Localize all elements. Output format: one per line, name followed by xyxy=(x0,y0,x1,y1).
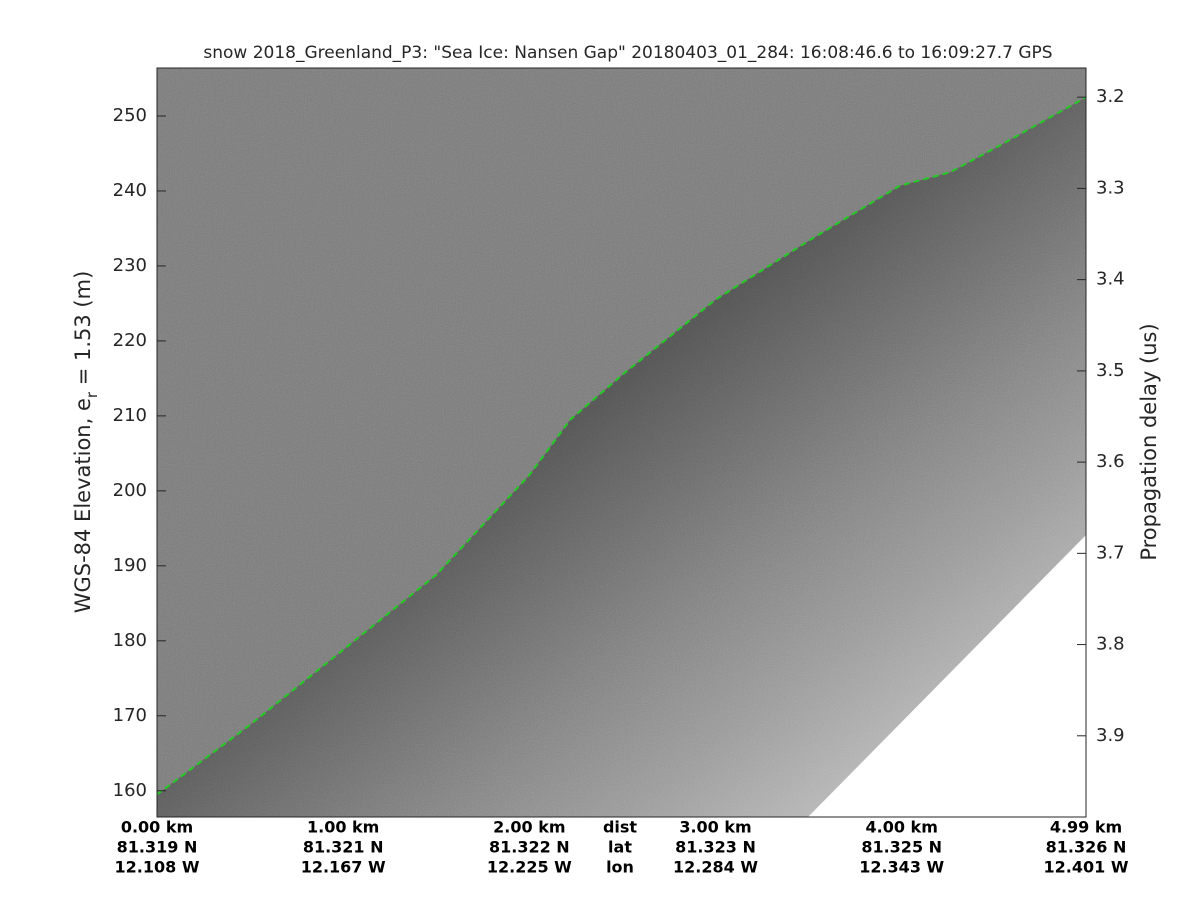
row-label: lon xyxy=(606,858,634,877)
y-tick-label: 170 xyxy=(113,705,147,726)
y2-tick-label: 3.5 xyxy=(1096,360,1125,381)
y2-tick-label: 3.7 xyxy=(1096,542,1125,563)
row-label: lat xyxy=(608,838,632,857)
y-tick-label: 160 xyxy=(113,780,147,801)
x-tick-label: 2.00 km xyxy=(493,818,565,837)
y-tick-label: 200 xyxy=(113,480,147,501)
x-tick-lat: 81.323 N xyxy=(675,838,756,857)
y-tick-label: 230 xyxy=(113,255,147,276)
x-tick-label: 4.99 km xyxy=(1050,818,1122,837)
x-tick-lat: 81.319 N xyxy=(117,838,198,857)
y-tick-label: 240 xyxy=(113,180,147,201)
y-axis-label: WGS-84 Elevation, er = 1.53 (m) xyxy=(71,271,101,614)
plot-area xyxy=(157,68,1086,817)
y-tick-label: 210 xyxy=(113,405,147,426)
x-tick-lat: 81.322 N xyxy=(489,838,570,857)
y2-tick-label: 3.9 xyxy=(1096,725,1125,746)
x-tick-label: 4.00 km xyxy=(866,818,938,837)
x-tick-lon: 12.167 W xyxy=(301,858,386,877)
row-label: dist xyxy=(603,818,637,837)
y2-axis-label: Propagation delay (us) xyxy=(1137,323,1161,560)
x-tick-lon: 12.401 W xyxy=(1044,858,1129,877)
x-tick-label: 3.00 km xyxy=(679,818,751,837)
x-tick-label: 1.00 km xyxy=(307,818,379,837)
y-tick-label: 220 xyxy=(113,330,147,351)
x-tick-lon: 12.108 W xyxy=(115,858,200,877)
y2-tick-label: 3.4 xyxy=(1096,269,1125,290)
x-tick-lon: 12.225 W xyxy=(487,858,572,877)
chart-title: snow 2018_Greenland_P3: "Sea Ice: Nansen… xyxy=(203,43,1052,63)
x-tick-lat: 81.326 N xyxy=(1046,838,1127,857)
speckle-noise xyxy=(157,68,1086,817)
x-tick-lat: 81.325 N xyxy=(861,838,942,857)
x-tick-lat: 81.321 N xyxy=(303,838,384,857)
y-axis-label-text: WGS-84 Elevation, e xyxy=(71,398,95,613)
y2-tick-label: 3.2 xyxy=(1096,86,1125,107)
y-tick-label: 250 xyxy=(113,105,147,126)
x-tick-label: 0.00 km xyxy=(121,818,193,837)
x-tick-lon: 12.343 W xyxy=(859,858,944,877)
y2-tick-label: 3.8 xyxy=(1096,634,1125,655)
y2-tick-label: 3.6 xyxy=(1096,451,1125,472)
x-tick-lon: 12.284 W xyxy=(673,858,758,877)
y-axis-label-rest: = 1.53 (m) xyxy=(71,271,95,392)
axes-box xyxy=(156,67,1087,818)
y-tick-label: 180 xyxy=(113,630,147,651)
surface-line xyxy=(157,96,1086,796)
y-axis-label-subscript: r xyxy=(83,391,101,398)
y2-tick-label: 3.3 xyxy=(1096,177,1125,198)
y-tick-label: 190 xyxy=(113,555,147,576)
